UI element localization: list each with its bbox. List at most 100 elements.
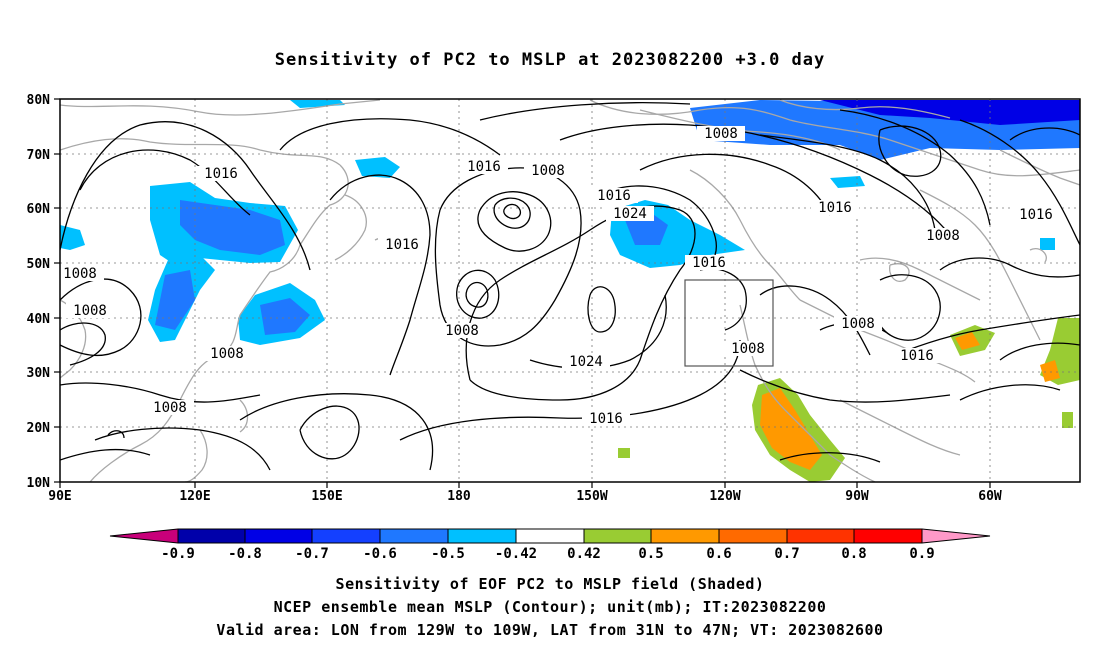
- caption-shaded: Sensitivity of EOF PC2 to MSLP field (Sh…: [335, 575, 765, 593]
- mslp-contours: [60, 102, 1080, 471]
- lon-label: 120W: [709, 489, 740, 504]
- contour-label: 1016: [590, 188, 638, 204]
- contour-label: 1008: [146, 400, 194, 416]
- colorbar-cell: [787, 529, 854, 543]
- lat-label: 40N: [27, 312, 51, 327]
- contour-label: 1016: [893, 348, 941, 364]
- colorbar-cell: [448, 529, 516, 543]
- svg-text:1016: 1016: [597, 188, 631, 204]
- svg-text:1016: 1016: [385, 237, 419, 253]
- svg-text:1008: 1008: [926, 228, 960, 244]
- svg-text:1016: 1016: [692, 255, 726, 271]
- contour-label: 1008: [60, 266, 104, 282]
- colorbar-cell: [584, 529, 651, 543]
- svg-text:1016: 1016: [1019, 207, 1053, 223]
- coastlines: [60, 99, 1080, 482]
- positive-sensitivity-area: [760, 388, 822, 470]
- contour-label: 1008: [66, 303, 114, 319]
- colorbar-cell: [178, 529, 245, 543]
- axis-ticks: [54, 98, 991, 488]
- positive-sensitivity-area: [1062, 412, 1073, 428]
- lat-label: 50N: [27, 257, 51, 272]
- lat-label: 60N: [27, 202, 51, 217]
- lon-label: 90E: [48, 489, 71, 504]
- lon-label: 180: [447, 489, 471, 504]
- svg-text:1008: 1008: [531, 163, 565, 179]
- positive-sensitivity-area: [955, 332, 980, 350]
- lat-label: 10N: [27, 476, 51, 491]
- colorbar-label: 0.5: [638, 546, 663, 562]
- svg-text:1008: 1008: [841, 316, 875, 332]
- colorbar-label: 0.9: [909, 546, 934, 562]
- colorbar-cell: [854, 529, 922, 543]
- lon-label: 150E: [311, 489, 342, 504]
- contour-label: 1016: [1012, 207, 1060, 223]
- sensitivity-shading: [60, 100, 1080, 482]
- svg-text:1008: 1008: [63, 266, 97, 282]
- colorbar-cell: [380, 529, 448, 543]
- negative-sensitivity-area: [155, 270, 195, 330]
- svg-text:1016: 1016: [589, 411, 623, 427]
- lat-label: 20N: [27, 421, 51, 436]
- colorbar-cell: [312, 529, 380, 543]
- colorbar-label: -0.6: [363, 546, 397, 562]
- negative-sensitivity-area: [355, 157, 400, 178]
- positive-sensitivity-area: [1040, 360, 1060, 382]
- svg-text:1024: 1024: [613, 206, 647, 222]
- colorbar-label: -0.9: [161, 546, 195, 562]
- lat-label: 30N: [27, 366, 51, 381]
- contour-label: 1016: [197, 166, 245, 182]
- svg-text:1008: 1008: [210, 346, 244, 362]
- colorbar-label: 0.8: [841, 546, 866, 562]
- contour-label: 1016: [685, 255, 733, 271]
- colorbar-cell: [516, 529, 584, 543]
- svg-text:1008: 1008: [731, 341, 765, 357]
- colorbar-cell: [922, 529, 990, 543]
- colorbar-cell: [719, 529, 787, 543]
- svg-text:1024: 1024: [569, 354, 603, 370]
- colorbar-label: -0.7: [295, 546, 329, 562]
- contour-label: 1008: [203, 346, 251, 362]
- contour-label: 1008: [697, 126, 745, 142]
- colorbar-cell: [651, 529, 719, 543]
- contour-label: 1016: [582, 411, 630, 427]
- lat-lon-grid: [60, 99, 1080, 482]
- negative-sensitivity-area: [1040, 238, 1055, 250]
- contour-label: 1008: [438, 323, 486, 339]
- contour-label: 1024: [562, 354, 610, 370]
- colorbar-label: 0.7: [774, 546, 799, 562]
- lon-label: 60W: [978, 489, 1002, 504]
- svg-text:1016: 1016: [900, 348, 934, 364]
- colorbar-label: -0.42: [495, 546, 537, 562]
- svg-text:1016: 1016: [204, 166, 238, 182]
- svg-text:1008: 1008: [153, 400, 187, 416]
- lon-label: 150W: [576, 489, 607, 504]
- colorbar-cell: [110, 529, 178, 543]
- contour-label: 1008: [919, 228, 967, 244]
- svg-text:1016: 1016: [818, 200, 852, 216]
- valid-area-box: [684, 279, 774, 367]
- lat-label: 70N: [27, 148, 51, 163]
- contour-label: 1024: [606, 206, 654, 222]
- colorbar: -0.9 -0.8 -0.7 -0.6 -0.5 -0.42 0.42 0.5 …: [109, 528, 991, 562]
- map-panel: 1008 1016 1008 1016 1024 1016 1016 1008 …: [60, 99, 1080, 482]
- lon-label: 90W: [845, 489, 869, 504]
- lat-label: 80N: [27, 93, 51, 108]
- contour-label: 1008: [724, 341, 772, 357]
- svg-text:1008: 1008: [445, 323, 479, 339]
- colorbar-cell: [245, 529, 312, 543]
- negative-sensitivity-area: [180, 200, 285, 255]
- contour-label: 1016: [460, 159, 508, 175]
- map-frame: [59, 98, 1081, 483]
- contour-label: 1008: [524, 163, 572, 179]
- svg-text:1016: 1016: [467, 159, 501, 175]
- colorbar-label: -0.5: [431, 546, 465, 562]
- contour-label: 1016: [378, 237, 426, 253]
- svg-text:1008: 1008: [73, 303, 107, 319]
- colorbar-label: 0.42: [567, 546, 601, 562]
- colorbar-label: -0.8: [228, 546, 262, 562]
- negative-sensitivity-area: [290, 100, 345, 108]
- negative-sensitivity-area: [830, 176, 865, 188]
- positive-sensitivity-area: [618, 448, 630, 458]
